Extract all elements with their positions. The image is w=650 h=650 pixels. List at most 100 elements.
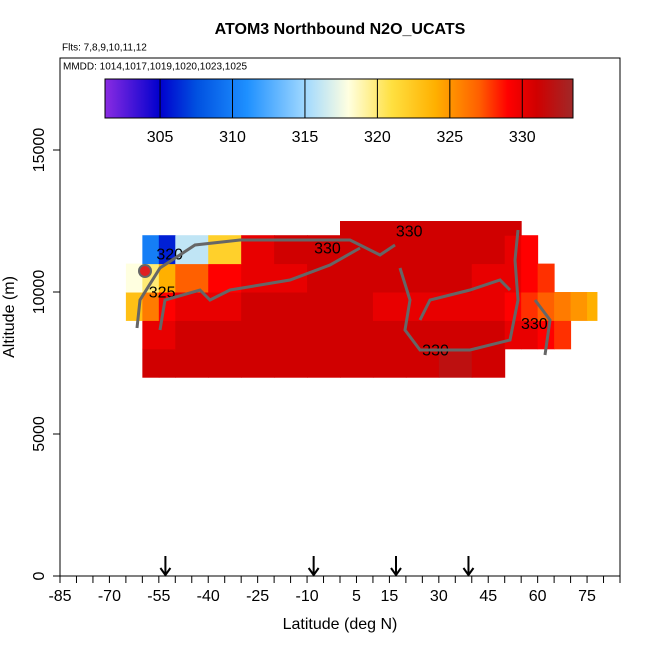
heatmap-cell: [438, 263, 473, 293]
heatmap-cell: [504, 320, 522, 350]
contour-label: 320: [156, 246, 183, 263]
heatmap-cell: [521, 320, 539, 350]
heatmap-cell: [274, 320, 308, 350]
heatmap-cell: [438, 320, 473, 350]
heatmap-cell: [372, 320, 407, 350]
arrow: [307, 556, 320, 577]
y-tick-label: 15000: [31, 128, 48, 173]
heatmap-cell: [438, 221, 473, 236]
arrow: [159, 556, 172, 577]
heatmap-cell: [307, 348, 341, 378]
heatmap-cell: [372, 348, 407, 378]
heatmap-cell: [587, 292, 598, 321]
contour-label: 330: [521, 316, 548, 333]
heatmap-cell: [340, 320, 374, 350]
heatmap-cell: [372, 292, 407, 321]
arrow: [390, 556, 402, 577]
colorbar-tick-label: 320: [364, 129, 391, 146]
heatmap-cell: [504, 235, 522, 265]
heatmap-cell: [554, 320, 572, 350]
y-tick-label: 0: [31, 571, 48, 580]
y-axis-label: Altitude (m): [1, 276, 18, 358]
annotation: MMDD: 1014,1017,1019,1020,1023,1025: [63, 62, 247, 73]
heatmap-cell: [405, 221, 440, 236]
heatmap-cell: [471, 292, 506, 321]
heatmap-cell: [175, 320, 209, 350]
heatmap-cell: [405, 348, 440, 378]
contour-line: [135, 238, 396, 329]
y-tick-label: 5000: [31, 416, 48, 452]
x-tick-label: 5: [352, 588, 361, 605]
contour-line: [158, 246, 361, 331]
heatmap-cell: [521, 263, 539, 293]
x-tick-label: -40: [197, 588, 220, 605]
x-tick-label: -70: [98, 588, 121, 605]
heatmap-cell: [372, 221, 407, 236]
colorbar-tick-label: 325: [436, 129, 463, 146]
heatmap-cell: [521, 235, 539, 265]
plot-frame: [59, 57, 621, 577]
x-tick-label: -25: [246, 588, 269, 605]
heatmap-cell: [340, 263, 374, 293]
contour-line: [533, 299, 552, 356]
heatmap-cell: [142, 348, 160, 378]
contour-label: 330: [396, 223, 423, 240]
heatmap-cell: [175, 263, 209, 293]
y-tick-label: 10000: [31, 270, 48, 315]
contour-line: [398, 229, 520, 352]
heatmap-cell: [274, 292, 308, 321]
x-tick-label: -10: [295, 588, 318, 605]
x-tick-label: -55: [147, 588, 170, 605]
contour-label: 325: [149, 284, 176, 301]
heatmap-cell: [241, 320, 275, 350]
colorbar: [104, 78, 574, 119]
subtitle: Flts: 7,8,9,10,11,12: [62, 43, 147, 54]
heatmap-cell: [405, 263, 440, 293]
heatmap-cell: [142, 292, 160, 321]
colorbar-tick-label: 310: [219, 129, 246, 146]
x-tick-label: 45: [479, 588, 497, 605]
heatmap-cell: [471, 221, 506, 236]
x-tick-label: 30: [430, 588, 448, 605]
heatmap-cell: [274, 263, 308, 293]
colorbar-tick-label: 305: [147, 129, 174, 146]
heatmap-cell: [340, 221, 374, 236]
heatmap-cell: [175, 348, 209, 378]
x-tick-label: 60: [529, 588, 547, 605]
heatmap-cell: [554, 292, 572, 321]
heatmap-cell: [158, 320, 176, 350]
heatmap-cell: [438, 348, 473, 378]
heatmap-cell: [537, 263, 555, 293]
heatmap-cell: [158, 235, 176, 265]
heatmap-cell: [142, 320, 160, 350]
heatmap-cell: [438, 235, 473, 265]
heatmap-cell: [471, 348, 506, 378]
heatmap-cell: [307, 292, 341, 321]
heatmap-cell: [340, 292, 374, 321]
x-tick-label: -85: [48, 588, 71, 605]
heatmap-cell: [158, 263, 176, 293]
heatmap-cell: [158, 348, 176, 378]
heatmap-cell: [274, 348, 308, 378]
heatmap-cell: [521, 292, 539, 321]
heatmap-cell: [471, 235, 506, 265]
heatmap-cell: [570, 292, 588, 321]
colorbar-tick-label: 315: [292, 129, 319, 146]
heatmap-cell: [307, 320, 341, 350]
x-axis-label: Latitude (deg N): [283, 616, 398, 633]
heatmap-cell: [405, 320, 440, 350]
heatmap-cell: [537, 292, 555, 321]
contour-lines: [135, 229, 552, 356]
heatmap-cell: [241, 292, 275, 321]
heatmap-cell: [241, 348, 275, 378]
contour-line: [418, 278, 512, 321]
x-tick-label: 75: [578, 588, 596, 605]
heatmap-cell: [340, 348, 374, 378]
chart-title: ATOM3 Northbound N2O_UCATS: [215, 21, 466, 38]
heatmap-cell: [208, 320, 242, 350]
heatmap-cell: [405, 235, 440, 265]
heatmap-cell: [208, 292, 242, 321]
contour-label: 330: [314, 240, 341, 257]
heatmap-cell: [175, 235, 209, 265]
